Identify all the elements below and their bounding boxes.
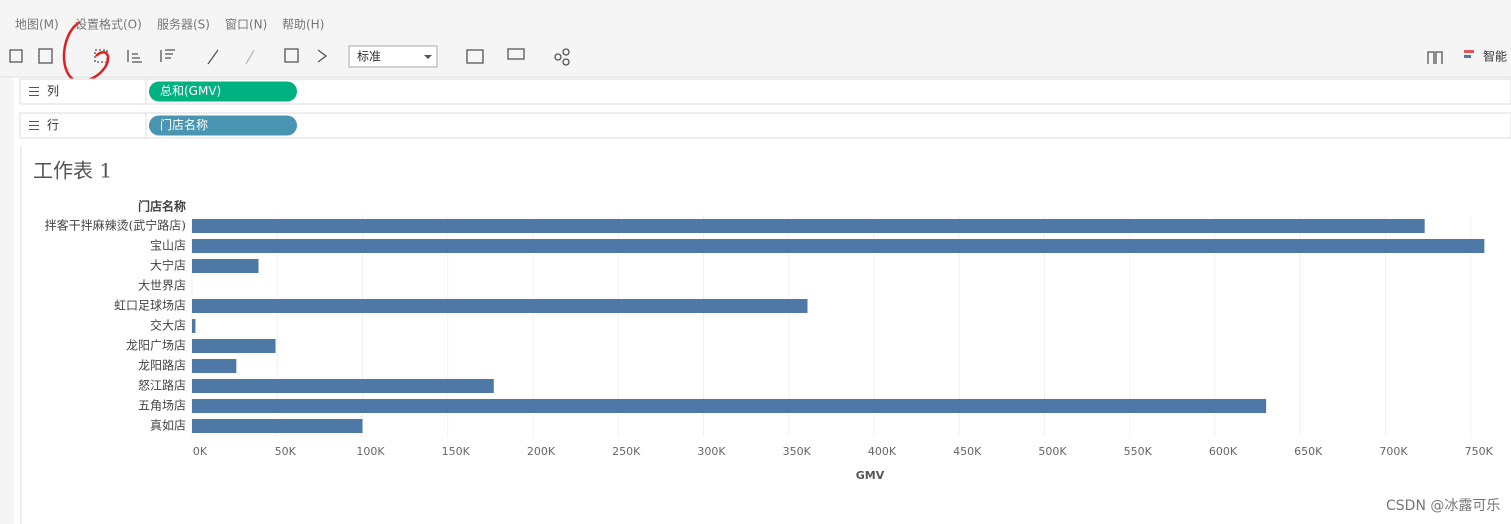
smart-icon [1464,55,1471,58]
shelf-label: 列 [47,84,59,98]
smart-icon [1464,50,1474,53]
bar [192,399,1267,413]
x-tick-label: 0K [193,445,208,458]
bar [192,219,1425,233]
x-tick-label: 750K [1465,445,1494,458]
bar [192,379,494,393]
shelf-label: 行 [47,118,59,132]
y-axis-title: 门店名称 [138,199,186,214]
pill-text[interactable]: 门店名称 [160,117,208,132]
bar [192,239,1485,253]
y-tick-label: 大世界店 [138,279,186,293]
y-tick-label: 龙阳路店 [138,358,186,373]
bar [192,319,196,333]
fit-select-text[interactable]: 标准 [357,50,381,64]
x-axis-title: GMV [856,469,885,482]
bar [192,359,237,373]
y-tick-label: 五角场店 [138,399,186,413]
bar [192,299,808,313]
y-tick-label: 怒江路店 [138,378,186,393]
y-tick-label: 宝山店 [150,239,186,253]
bar [192,339,276,353]
menu-bar [0,0,1511,37]
watermark: CSDN @冰露可乐 [1386,498,1500,514]
left-panel [0,78,14,524]
annotation-circle [62,20,110,83]
x-tick-label: 150K [442,445,471,458]
sheet-title: 工作表 1 [33,159,112,183]
y-tick-label: 大宁店 [150,258,186,273]
y-tick-label: 龙阳广场店 [126,339,186,353]
shelf-icon [29,87,39,96]
menu-item[interactable]: 窗口(N) [225,18,267,32]
x-tick-label: 300K [697,445,726,458]
shelf-icon [29,121,39,130]
x-tick-label: 100K [356,445,385,458]
x-tick-label: 500K [1038,445,1067,458]
x-tick-label: 350K [783,445,812,458]
x-tick-label: 400K [868,445,897,458]
dropdown-arrow [424,55,432,59]
toolbar-icons [9,48,1443,66]
x-tick-label: 700K [1379,445,1408,458]
bar [192,419,363,433]
x-tick-label: 50K [275,445,297,458]
x-tick-label: 550K [1124,445,1153,458]
pill-text[interactable]: 总和(GMV) [160,84,221,98]
pill[interactable] [149,81,297,102]
menu-item[interactable]: 服务器(S) [157,17,210,32]
x-tick-label: 200K [527,445,556,458]
bar [192,259,259,273]
menu-item[interactable]: 设置格式(O) [75,17,142,32]
y-tick-label: 交大店 [150,318,186,333]
fit-select[interactable] [348,45,438,68]
x-tick-label: 250K [612,445,641,458]
menu-item[interactable]: 帮助(H) [282,18,324,32]
y-tick-label: 拌客干拌麻辣烫(武宁路店) [45,218,186,233]
x-tick-label: 650K [1294,445,1323,458]
x-tick-label: 450K [953,445,982,458]
y-tick-label: 真如店 [150,418,186,433]
smart-button[interactable]: 智能 [1483,49,1507,64]
y-tick-label: 虹口足球场店 [114,299,186,313]
x-tick-label: 600K [1209,445,1238,458]
menu-item[interactable]: 地图(M) [15,18,59,32]
pill[interactable] [149,115,297,136]
toolbar [0,37,1511,77]
